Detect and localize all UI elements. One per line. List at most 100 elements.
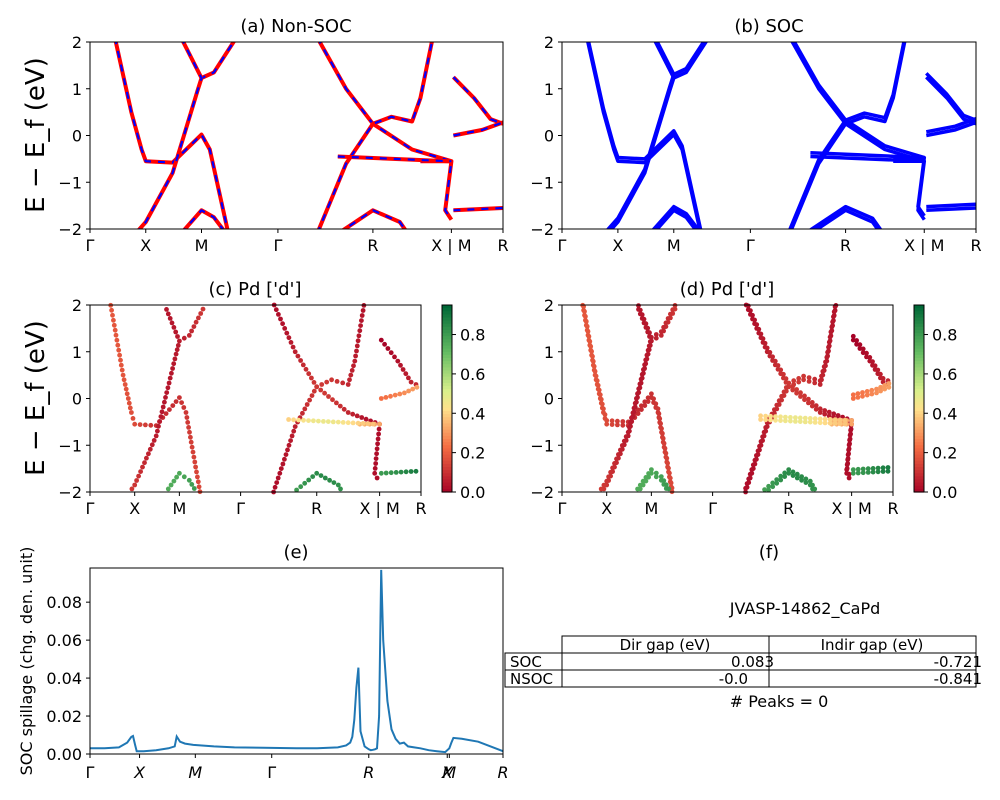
panel-c-point [306,418,311,423]
panel-c-point [122,382,128,387]
panel-b-band-11-0 [788,42,906,229]
panel-c-point [400,367,406,372]
panel-d-point [599,401,605,407]
panel-a-ytick-label: −2 [58,220,82,239]
panel-d-point [786,380,792,386]
panel-c-cbar-swatch [442,357,452,362]
panel-d-point [807,419,813,425]
panel-d-point [636,386,642,392]
panel-d-point [639,372,645,377]
panel-d-point [819,373,824,379]
panel-c-point [406,388,411,394]
panel-c-point [302,480,308,486]
panel-c-cbar-swatch [442,386,452,390]
panel-c-cbar-swatch [442,439,452,443]
panel-c-point [378,337,384,343]
panel-a-band-5-1 [317,42,433,229]
panel-c-point [298,484,304,490]
panel-d-point [817,416,823,422]
panel-c-point [188,439,194,445]
panel-f-subtitle: JVASP-14862_CaPd [729,599,881,619]
panel-d-point [773,417,778,423]
panel-b-band-21-0 [926,202,976,209]
panel-a-xtick-label: R [497,236,508,255]
panel-c-point [286,442,292,448]
panel-d-point [642,362,647,368]
panel-d-point [616,452,621,457]
panel-d-cbar-swatch [914,401,924,406]
panel-d-point [821,364,827,370]
panel-d-cbar-label: 0.0 [932,483,957,502]
panel-c-point [112,327,118,333]
panel-c-cbar-swatch [442,445,452,449]
panel-d-point [768,413,773,419]
panel-c-point [167,407,172,412]
panel-c-point [413,468,419,474]
panel-d-point [666,486,672,492]
panel-b-title: (b) SOC [734,16,803,37]
panel-d-point [635,486,640,492]
panel-c-point [304,402,310,407]
panel-d-point [638,376,644,382]
panel-d-point [642,399,648,405]
panel-d-ytick-label: 1 [544,343,554,362]
panel-c-cbar-swatch [442,320,452,325]
panel-d-point [806,379,812,384]
panel-c-point [292,349,298,355]
panel-d-point [790,387,796,393]
panel-c-point [144,455,149,461]
panel-c-point [382,341,387,347]
panel-c-cbar-swatch [442,404,452,409]
table-row-label-nsoc: NSOC [510,670,553,688]
panel-d-point [791,378,797,384]
panel-b-ytick-label: 1 [544,80,554,99]
panel-c-cbar-swatch [442,348,452,353]
panel-c-cbar-swatch [442,367,452,372]
panel-d-ytick-label: −1 [530,436,554,455]
panel-d-point [665,460,670,466]
panel-d-point [642,403,648,408]
panel-c-point [111,317,116,323]
panel-a-band-3-1 [183,209,225,229]
panel-b-xtick-label: R [840,236,851,255]
panel-d-point [772,358,778,364]
panel-d-point [806,400,811,406]
panel-c-point [352,358,358,364]
panel-d-point [824,355,830,360]
panel-d-point [744,481,750,486]
panel-d-point [583,319,589,324]
panel-c-point [151,438,157,443]
panel-d-point [589,349,594,354]
panel-d-point [628,420,633,425]
panel-d-point [621,438,627,444]
panel-d-point [825,349,830,355]
panel-d-point [835,413,841,418]
panel-c-ytick-label: −2 [58,483,82,502]
panel-c-point [121,377,127,383]
panel-c-point [181,335,187,341]
panel-c-point [147,446,153,452]
panel-d-point [637,307,643,313]
panel-d-point [807,416,813,421]
panel-d-point [810,482,815,488]
panel-c-point [306,477,312,483]
panel-c-point [288,438,293,443]
panel-c-xtick-label: Γ [86,499,95,518]
panel-c-point [272,484,278,490]
panel-d-point [663,482,669,488]
panel-d-point [874,390,879,396]
panel-d-point [788,418,793,424]
panel-c-point [340,420,346,425]
panel-b-xtick-label: X | M [904,236,944,255]
panel-d-cbar-swatch [914,410,924,415]
panel-c-point [307,397,312,403]
panel-c-cbar-swatch [442,410,452,415]
panel-d-point [798,390,803,396]
panel-c-point [153,433,159,439]
panel-d-point [595,383,601,388]
panel-c-cbar-swatch [442,389,452,393]
panel-c-point [383,395,389,400]
panel-c-point [158,414,164,419]
panel-d-point [590,354,595,359]
panel-d-cbar-swatch [914,326,924,331]
